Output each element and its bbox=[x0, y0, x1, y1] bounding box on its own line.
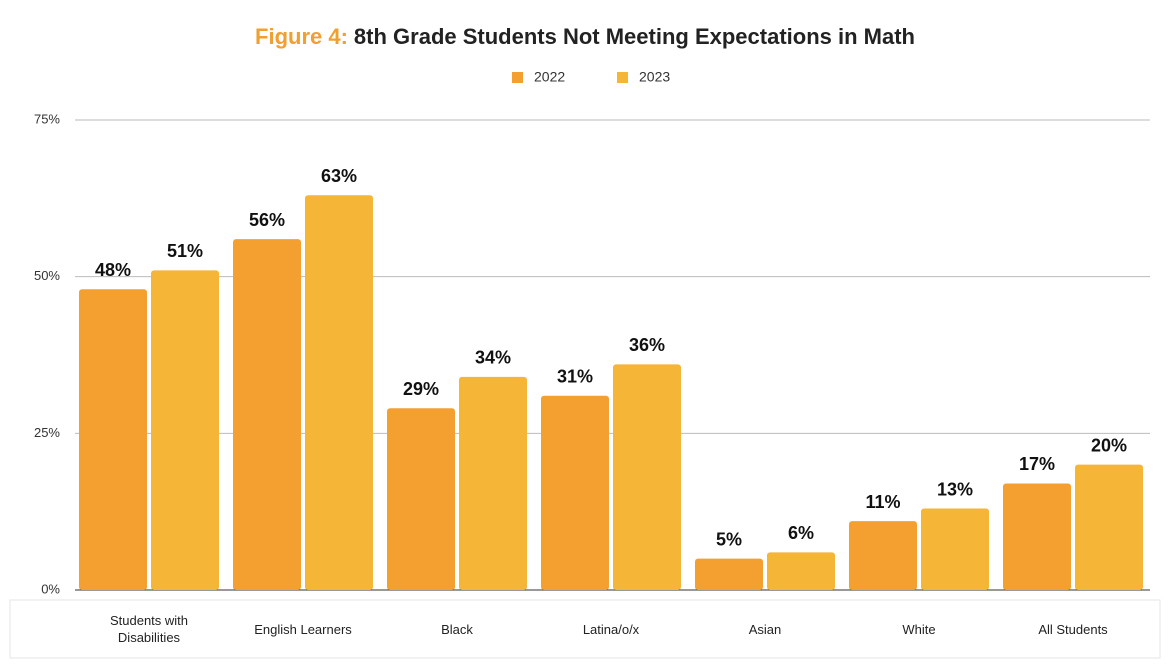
x-tick-label: Black bbox=[441, 622, 473, 637]
legend-swatch bbox=[617, 72, 628, 83]
title-label: Figure 4: bbox=[255, 24, 348, 49]
y-tick-label: 75% bbox=[34, 111, 60, 126]
value-label: 29% bbox=[403, 379, 439, 399]
value-label: 31% bbox=[557, 366, 593, 386]
legend-swatch bbox=[512, 72, 523, 83]
legend-label: 2022 bbox=[534, 69, 565, 85]
bar bbox=[1003, 483, 1071, 590]
value-label: 11% bbox=[865, 492, 900, 512]
bar bbox=[849, 521, 917, 590]
bar bbox=[695, 558, 763, 590]
x-tick-label: English Learners bbox=[254, 622, 352, 637]
x-tick-label: Asian bbox=[748, 622, 782, 637]
value-label: 36% bbox=[629, 335, 665, 355]
bar bbox=[387, 408, 455, 590]
y-tick-label: 50% bbox=[34, 268, 60, 283]
bar bbox=[151, 270, 219, 590]
bar bbox=[921, 508, 989, 590]
bar bbox=[541, 395, 609, 590]
x-axis-box bbox=[9, 599, 1161, 659]
bar bbox=[233, 239, 301, 591]
bar bbox=[305, 195, 373, 590]
value-label: 20% bbox=[1091, 435, 1127, 455]
chart-title: Figure 4: 8th Grade Students Not Meeting … bbox=[255, 24, 915, 49]
value-label: 63% bbox=[321, 166, 357, 186]
y-tick-label: 25% bbox=[34, 425, 60, 440]
value-label: 51% bbox=[167, 241, 203, 261]
bar bbox=[613, 364, 681, 590]
title-text: 8th Grade Students Not Meeting Expectati… bbox=[354, 24, 915, 49]
value-label: 48% bbox=[95, 260, 131, 280]
value-label: 34% bbox=[475, 348, 511, 368]
bar bbox=[79, 289, 147, 590]
bar bbox=[767, 552, 835, 590]
value-label: 13% bbox=[937, 479, 973, 499]
y-tick-label: 0% bbox=[41, 581, 60, 596]
bar bbox=[1075, 464, 1143, 590]
bar bbox=[459, 376, 527, 590]
x-tick-label: All Students bbox=[1038, 622, 1108, 637]
value-label: 17% bbox=[1019, 454, 1055, 474]
value-label: 5% bbox=[716, 529, 742, 549]
legend-label: 2023 bbox=[639, 69, 670, 85]
value-label: 56% bbox=[249, 210, 285, 230]
x-tick-label: White bbox=[902, 622, 936, 637]
value-label: 6% bbox=[788, 523, 814, 543]
x-tick-label: Students with Disabilities bbox=[109, 613, 189, 645]
x-tick-label: Latina/o/x bbox=[582, 622, 640, 637]
